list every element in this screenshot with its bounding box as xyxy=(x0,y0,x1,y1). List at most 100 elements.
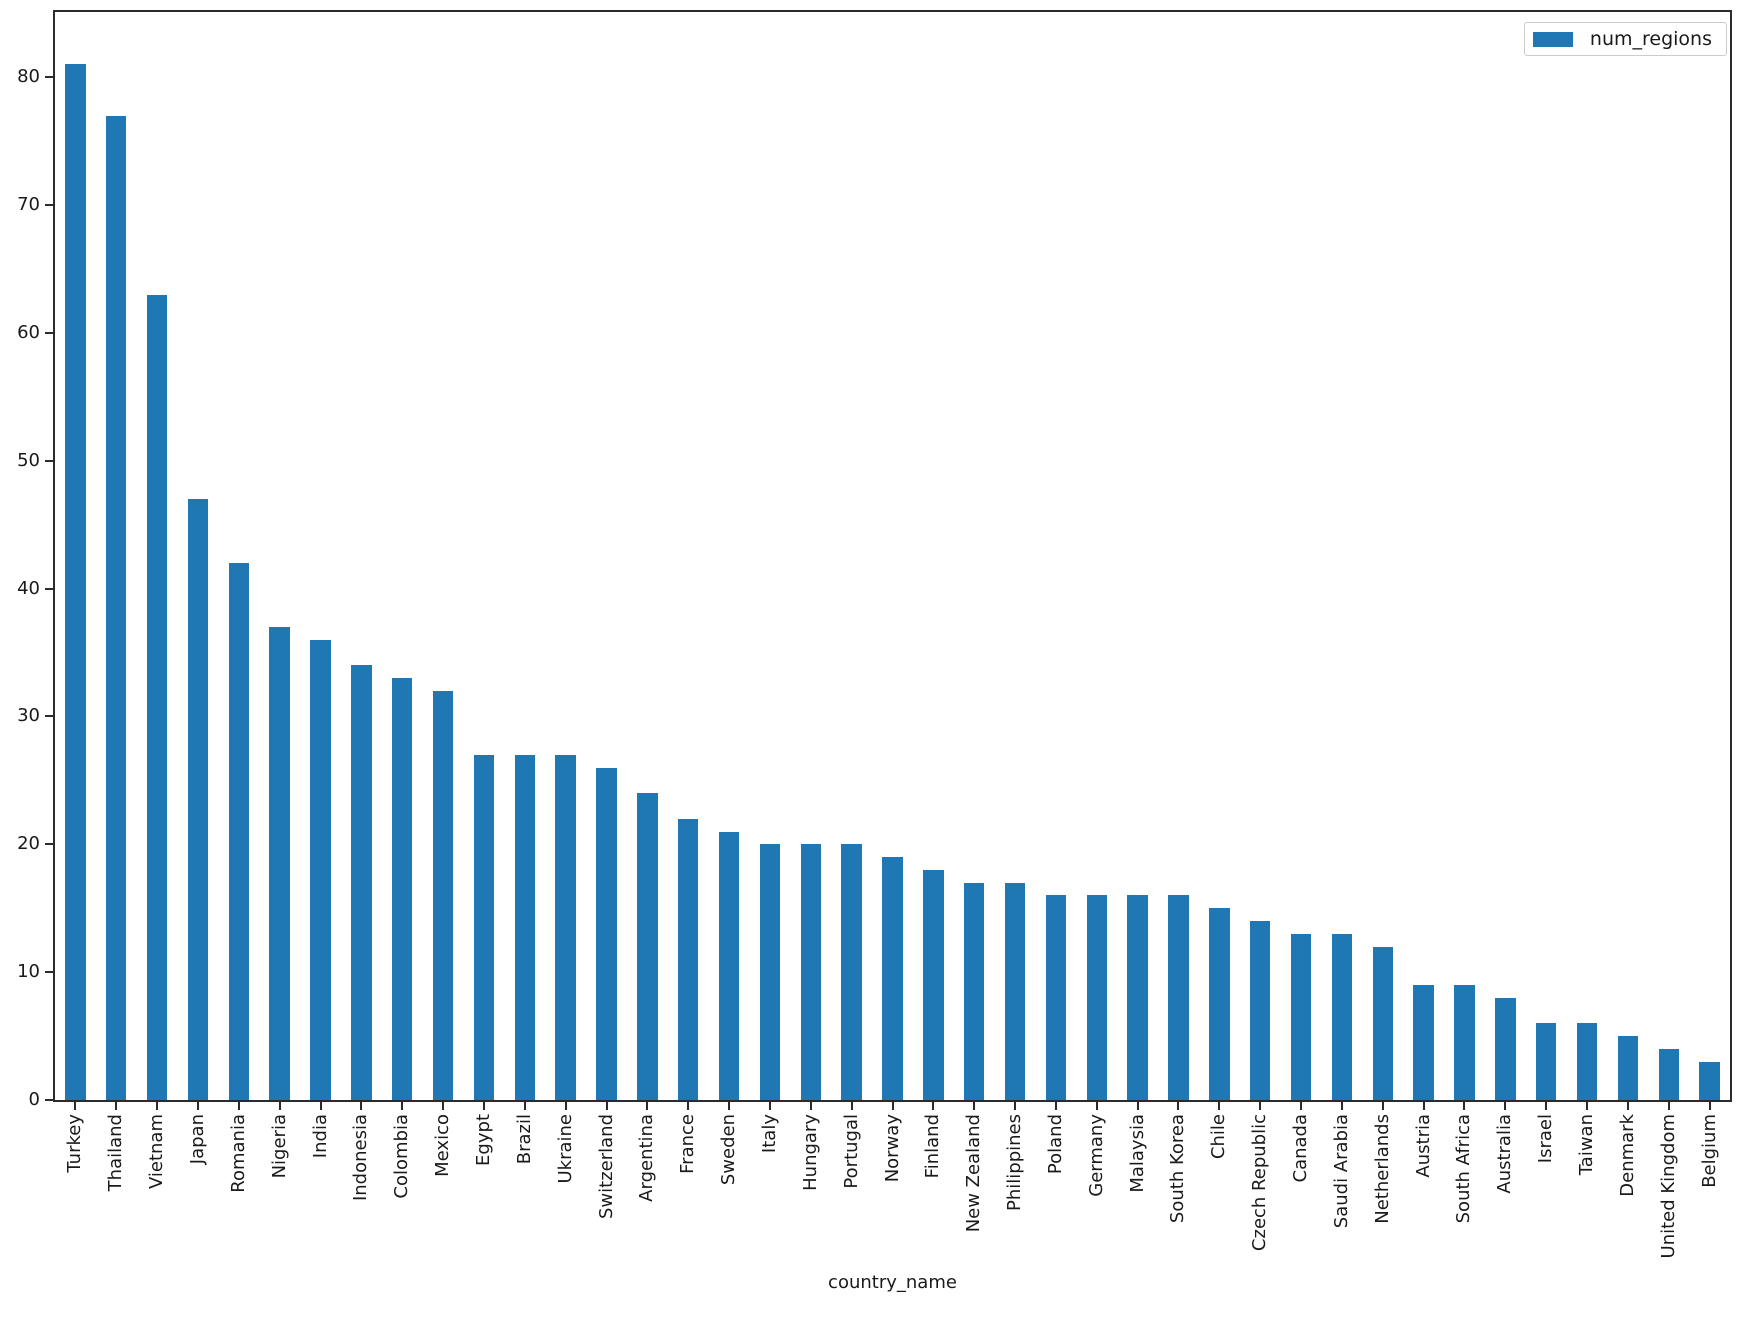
x-tick-mark xyxy=(278,1102,281,1110)
x-tick-label-norway: Norway xyxy=(881,1114,903,1183)
x-tick-mark xyxy=(74,1102,77,1110)
x-tick-label-thailand: Thailand xyxy=(105,1114,127,1192)
bar-chile xyxy=(1209,908,1230,1100)
bar-indonesia xyxy=(351,665,372,1100)
bar-canada xyxy=(1290,933,1312,1100)
legend: num_regions xyxy=(1523,22,1727,56)
x-tick-mark xyxy=(1463,1102,1466,1110)
x-tick-mark xyxy=(442,1102,445,1110)
bar-india xyxy=(310,639,331,1100)
x-axis-title: country_name xyxy=(828,1272,957,1293)
bar-netherlands xyxy=(1372,946,1393,1100)
x-tick-mark xyxy=(932,1102,935,1110)
x-tick-mark xyxy=(482,1102,485,1110)
x-tick-mark xyxy=(1545,1102,1548,1110)
legend-label: num_regions xyxy=(1589,28,1712,50)
bar-austria xyxy=(1413,984,1434,1100)
bar-saudi-arabia xyxy=(1331,933,1353,1100)
x-tick-label-france: France xyxy=(677,1114,699,1174)
x-tick-label-chile: Chile xyxy=(1208,1114,1230,1160)
bar-japan xyxy=(187,499,209,1100)
bar-south-africa xyxy=(1454,984,1475,1100)
x-tick-mark xyxy=(237,1102,240,1110)
x-tick-mark xyxy=(1586,1102,1588,1110)
x-tick-label-south-korea: South Korea xyxy=(1167,1114,1189,1224)
x-tick-mark xyxy=(1259,1102,1262,1110)
y-tick-mark xyxy=(45,76,53,79)
bar-turkey xyxy=(65,64,86,1100)
x-tick-label-south-africa: South Africa xyxy=(1453,1114,1475,1224)
x-tick-label-hungary: Hungary xyxy=(799,1114,821,1191)
x-tick-label-romania: Romania xyxy=(227,1114,249,1193)
x-tick-mark xyxy=(1136,1102,1139,1110)
x-tick-label-philippines: Philippines xyxy=(1004,1114,1026,1211)
bar-vietnam xyxy=(146,294,168,1100)
x-tick-mark xyxy=(1218,1102,1221,1110)
bar-new-zealand xyxy=(963,882,985,1100)
x-tick-label-brazil: Brazil xyxy=(513,1114,535,1165)
bar-israel xyxy=(1535,1023,1557,1100)
x-tick-mark xyxy=(360,1102,363,1110)
x-tick-label-argentina: Argentina xyxy=(636,1114,658,1202)
x-tick-label-colombia: Colombia xyxy=(391,1114,413,1199)
x-tick-label-vietnam: Vietnam xyxy=(146,1114,168,1190)
y-tick-label: 20 xyxy=(17,833,40,855)
x-tick-label-finland: Finland xyxy=(922,1114,944,1179)
y-tick-mark xyxy=(45,715,53,718)
y-tick-mark xyxy=(45,459,53,462)
x-tick-label-netherlands: Netherlands xyxy=(1371,1114,1393,1224)
y-tick-label: 10 xyxy=(17,961,40,983)
bar-argentina xyxy=(637,793,658,1100)
bar-italy xyxy=(759,844,781,1100)
x-tick-mark xyxy=(646,1102,649,1110)
x-tick-label-czech-republic: Czech Republic xyxy=(1249,1114,1271,1252)
x-tick-label-saudi-arabia: Saudi Arabia xyxy=(1330,1114,1352,1229)
x-tick-mark xyxy=(196,1102,199,1110)
x-tick-mark xyxy=(1177,1102,1180,1110)
x-tick-label-taiwan: Taiwan xyxy=(1576,1114,1597,1176)
x-tick-mark xyxy=(523,1102,526,1110)
x-tick-label-canada: Canada xyxy=(1290,1114,1312,1183)
bar-romania xyxy=(228,563,250,1100)
x-tick-mark xyxy=(1054,1102,1057,1110)
bar-brazil xyxy=(514,754,536,1100)
x-tick-label-italy: Italy xyxy=(758,1114,780,1154)
x-tick-label-malaysia: Malaysia xyxy=(1126,1114,1148,1193)
bar-philippines xyxy=(1004,882,1026,1100)
y-tick-label: 70 xyxy=(17,194,40,216)
x-tick-mark xyxy=(319,1102,322,1110)
x-tick-mark xyxy=(115,1102,118,1110)
y-tick-mark xyxy=(45,843,53,846)
x-tick-mark xyxy=(564,1102,567,1110)
x-tick-mark xyxy=(156,1102,159,1110)
x-tick-mark xyxy=(809,1102,812,1110)
x-tick-label-new-zealand: New Zealand xyxy=(963,1114,985,1233)
bar-malaysia xyxy=(1127,895,1148,1100)
x-tick-mark xyxy=(850,1102,853,1110)
bar-sweden xyxy=(718,831,740,1100)
bar-france xyxy=(678,818,699,1100)
bar-hungary xyxy=(800,844,821,1100)
x-tick-mark xyxy=(1300,1102,1303,1110)
y-tick-mark xyxy=(45,1099,53,1101)
x-tick-label-egypt: Egypt xyxy=(472,1114,494,1166)
x-tick-mark xyxy=(1626,1102,1629,1110)
x-tick-label-poland: Poland xyxy=(1044,1114,1066,1175)
x-tick-label-israel: Israel xyxy=(1535,1114,1557,1164)
x-tick-label-austria: Austria xyxy=(1412,1114,1434,1178)
x-tick-label-portugal: Portugal xyxy=(840,1114,862,1189)
x-tick-mark xyxy=(973,1102,976,1110)
bar-taiwan xyxy=(1576,1023,1598,1100)
x-tick-label-belgium: Belgium xyxy=(1698,1114,1720,1188)
x-tick-label-indonesia: Indonesia xyxy=(350,1114,372,1202)
y-tick-mark xyxy=(45,971,53,974)
bar-denmark xyxy=(1617,1036,1639,1100)
x-tick-label-sweden: Sweden xyxy=(718,1114,740,1186)
y-tick-label: 80 xyxy=(17,66,40,88)
legend-swatch xyxy=(1532,31,1573,47)
y-tick-mark xyxy=(45,331,53,334)
x-tick-mark xyxy=(1667,1102,1670,1110)
x-tick-mark xyxy=(1708,1102,1711,1110)
bar-norway xyxy=(882,857,903,1100)
